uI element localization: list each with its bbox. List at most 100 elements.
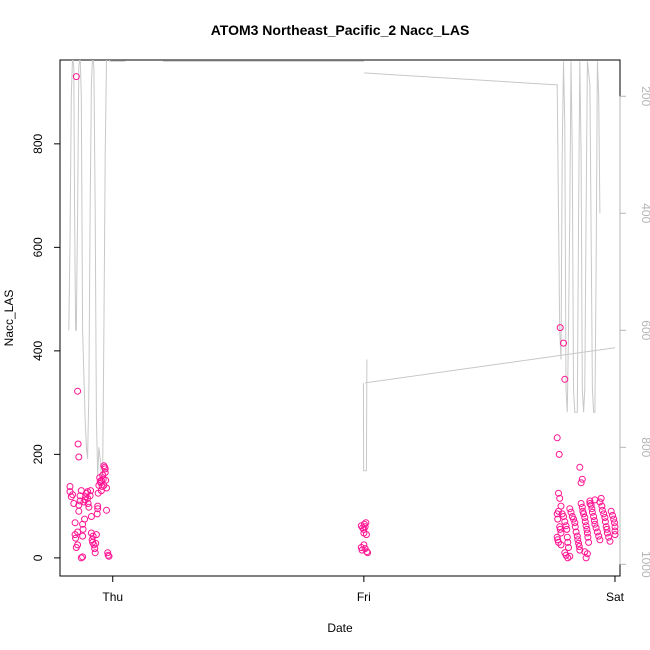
data-point (101, 469, 109, 476)
data-point (572, 528, 580, 536)
data-point (584, 533, 592, 541)
data-point (563, 533, 571, 541)
x-tick-label: Sat (606, 590, 625, 604)
data-point (595, 532, 603, 540)
data-point (103, 506, 110, 514)
data-point (564, 554, 572, 562)
data-point (77, 554, 85, 562)
altitude-line (362, 359, 368, 472)
data-point (363, 548, 371, 556)
y2-tick-label: 200 (639, 86, 650, 106)
data-point (611, 531, 619, 539)
data-point (362, 531, 370, 539)
data-point (574, 536, 582, 544)
data-point (72, 73, 80, 81)
y2-tick-label: 600 (639, 320, 650, 340)
data-point (76, 497, 84, 505)
chart-title: ATOM3 Northeast_Pacific_2 Nacc_LAS (211, 22, 470, 38)
data-point (601, 514, 609, 521)
data-point (94, 505, 102, 513)
data-point (70, 500, 78, 507)
data-point (553, 533, 561, 541)
data-point (598, 506, 606, 514)
data-point (87, 513, 95, 520)
scatter-series (66, 73, 619, 562)
data-point (98, 483, 106, 490)
data-point (585, 538, 593, 546)
data-point (364, 549, 372, 557)
y-axis-label: Nacc_LAS (2, 290, 16, 347)
data-point (583, 550, 591, 558)
data-point (79, 525, 87, 533)
data-point (79, 532, 87, 540)
x-tick-label: Fri (357, 590, 371, 604)
data-point (75, 453, 83, 461)
altitude-line (363, 61, 601, 413)
x-tick-label: Thu (102, 590, 123, 604)
data-point (601, 518, 609, 526)
data-point (571, 523, 579, 531)
y-tick-label: 600 (31, 237, 45, 257)
data-point (590, 513, 598, 520)
data-point (611, 519, 618, 527)
data-point (87, 487, 95, 495)
data-point (91, 549, 99, 557)
data-point (582, 522, 590, 530)
data-point (597, 494, 605, 502)
data-point (85, 503, 93, 511)
data-point (66, 483, 74, 490)
data-point (561, 375, 569, 383)
data-point (74, 541, 82, 549)
data-point (362, 519, 370, 527)
data-point (553, 434, 561, 442)
data-point (590, 517, 598, 525)
y-tick-label: 200 (31, 444, 45, 464)
data-point (94, 502, 102, 510)
data-point (72, 534, 80, 542)
data-point (582, 554, 590, 562)
data-point (578, 503, 586, 511)
data-point (592, 524, 600, 532)
y-tick-label: 800 (31, 134, 45, 154)
data-point (588, 508, 596, 516)
data-point (86, 492, 94, 500)
data-point (593, 528, 601, 536)
data-point (566, 505, 574, 513)
data-point (91, 545, 99, 553)
data-point (566, 552, 574, 560)
data-point (556, 324, 564, 332)
y-tick-label: 400 (31, 341, 45, 361)
data-point (577, 500, 585, 507)
data-point (603, 525, 611, 533)
data-point (571, 519, 579, 527)
data-point (606, 537, 614, 545)
altitude-series (68, 60, 616, 477)
data-point (104, 549, 112, 557)
data-point (565, 544, 572, 551)
x-axis: Thu Fri Sat (102, 575, 625, 604)
data-point (603, 529, 611, 537)
data-point (556, 494, 564, 502)
data-point (563, 525, 571, 533)
data-point (578, 475, 586, 483)
data-point (74, 387, 82, 395)
data-point (600, 510, 608, 518)
data-point (586, 500, 594, 507)
y2-axis: 200 400 600 800 1000 (619, 86, 650, 578)
data-point (102, 476, 110, 484)
data-point (576, 463, 584, 471)
data-point (555, 489, 562, 497)
data-point (555, 450, 563, 458)
data-point (610, 515, 618, 523)
y2-tick-label: 400 (639, 203, 650, 223)
data-point (90, 541, 98, 549)
data-point (575, 539, 583, 547)
data-point (69, 491, 77, 499)
data-point (587, 501, 595, 509)
data-point (92, 539, 100, 547)
data-point (611, 523, 619, 531)
data-point (360, 541, 368, 549)
y2-tick-label: 1000 (639, 551, 650, 578)
data-point (560, 513, 567, 520)
